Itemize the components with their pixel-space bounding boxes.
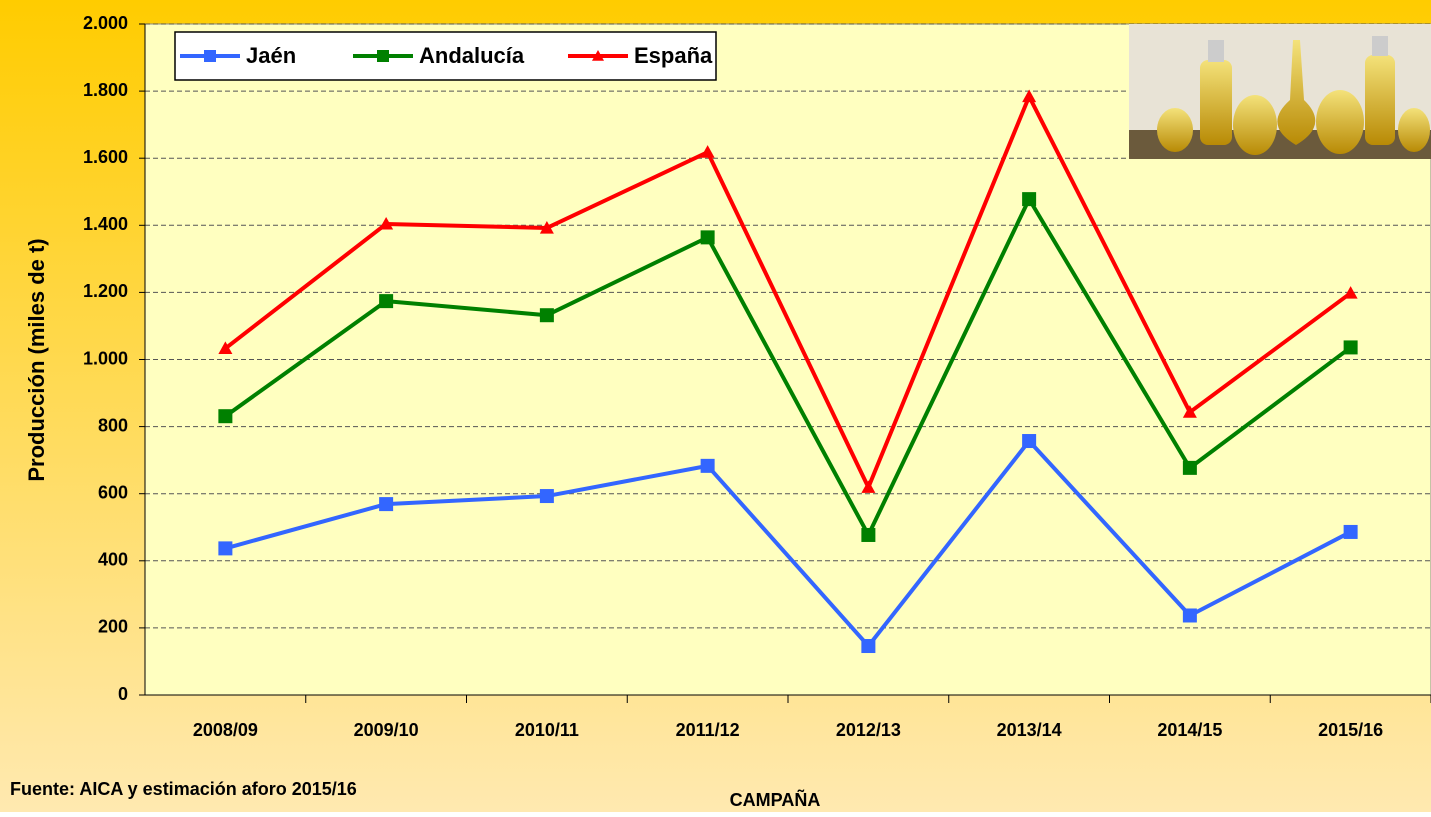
legend-label: Jaén xyxy=(246,43,296,68)
y-tick-label: 1.000 xyxy=(83,348,128,368)
x-axis-label: CAMPAÑA xyxy=(730,789,821,810)
y-tick-label: 200 xyxy=(98,617,128,637)
photo xyxy=(1129,24,1431,159)
square-marker xyxy=(1183,608,1197,622)
square-marker xyxy=(861,639,875,653)
y-tick-label: 2.000 xyxy=(83,13,128,33)
x-tick-label: 2011/12 xyxy=(676,720,740,740)
legend-label: España xyxy=(634,43,713,68)
square-marker xyxy=(701,459,715,473)
square-marker xyxy=(1022,192,1036,206)
square-marker xyxy=(1183,461,1197,475)
y-tick-label: 1.600 xyxy=(83,147,128,167)
y-tick-label: 400 xyxy=(98,550,128,570)
x-tick-label: 2009/10 xyxy=(354,720,419,740)
square-marker xyxy=(377,50,389,62)
y-tick-label: 1.400 xyxy=(83,214,128,234)
x-tick-label: 2013/14 xyxy=(997,720,1062,740)
y-tick-label: 1.200 xyxy=(83,281,128,301)
square-marker xyxy=(218,409,232,423)
x-tick-label: 2010/11 xyxy=(515,720,579,740)
square-marker xyxy=(204,50,216,62)
square-marker xyxy=(861,528,875,542)
source-note: Fuente: AICA y estimación aforo 2015/16 xyxy=(10,779,357,799)
y-tick-label: 800 xyxy=(98,415,128,435)
legend-label: Andalucía xyxy=(419,43,525,68)
square-marker xyxy=(1344,340,1358,354)
square-marker xyxy=(379,497,393,511)
square-marker xyxy=(540,308,554,322)
x-tick-label: 2012/13 xyxy=(836,720,901,740)
y-tick-label: 600 xyxy=(98,482,128,502)
square-marker xyxy=(701,230,715,244)
x-tick-label: 2008/09 xyxy=(193,720,258,740)
chart: Jaén Andalucía España Producción (miles de… xyxy=(0,0,1431,812)
square-marker xyxy=(1344,525,1358,539)
y-tick-label: 0 xyxy=(118,684,128,704)
y-tick-label: 1.800 xyxy=(83,80,128,100)
x-tick-label: 2014/15 xyxy=(1157,720,1222,740)
square-marker xyxy=(540,489,554,503)
x-tick-label: 2015/16 xyxy=(1318,720,1383,740)
square-marker xyxy=(1022,434,1036,448)
y-axis-label: Producción (miles de t) xyxy=(24,238,49,481)
square-marker xyxy=(218,541,232,555)
square-marker xyxy=(379,294,393,308)
